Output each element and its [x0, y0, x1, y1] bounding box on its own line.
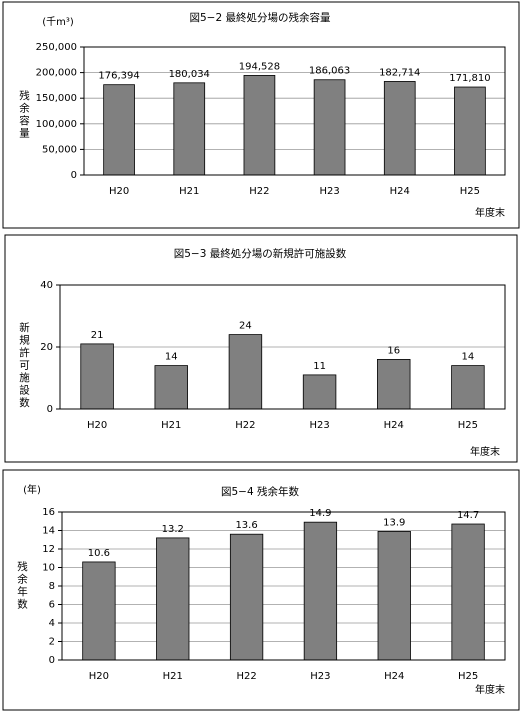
bar — [454, 86, 486, 176]
x-tick-label: H25 — [458, 671, 478, 682]
chart-title: 図5−2 最終処分場の残余容量 — [190, 11, 331, 24]
x-tick-label: H23 — [310, 671, 330, 682]
bar — [156, 537, 190, 661]
x-axis-label: 年度末 — [475, 683, 505, 696]
value-label: 180,034 — [169, 69, 210, 80]
plot-border — [61, 511, 506, 661]
unit-label: (千m³) — [42, 16, 74, 28]
x-tick-label: H25 — [460, 186, 480, 197]
bar — [243, 75, 276, 176]
bar — [154, 365, 188, 410]
chart-title: 図5−4 残余年数 — [221, 485, 299, 498]
bar — [302, 374, 337, 410]
plot-border — [59, 284, 506, 410]
y-tick-label: 150,000 — [36, 93, 77, 104]
value-label: 171,810 — [449, 73, 490, 84]
x-tick-label: H21 — [163, 671, 183, 682]
value-label: 21 — [91, 330, 104, 341]
value-label: 13.9 — [383, 517, 405, 528]
x-axis-label: 年度末 — [470, 445, 500, 458]
unit-label: (年) — [23, 483, 41, 496]
x-tick-label: H22 — [235, 420, 255, 431]
y-tick-label: 2 — [49, 637, 55, 648]
x-tick-label: H20 — [87, 420, 107, 431]
value-label: 194,528 — [239, 61, 280, 72]
y-axis-label: 残余容量 — [18, 89, 30, 140]
y-tick-label: 14 — [42, 526, 55, 537]
bar — [303, 521, 338, 661]
bar — [82, 561, 116, 661]
value-label: 14 — [165, 352, 178, 363]
bar — [383, 81, 416, 176]
bar — [173, 82, 206, 176]
y-tick-label: 4 — [49, 618, 55, 629]
x-tick-label: H21 — [161, 420, 181, 431]
x-tick-label: H20 — [109, 186, 129, 197]
y-tick-label: 50,000 — [42, 144, 77, 155]
x-axis-label: 年度末 — [475, 206, 505, 219]
value-label: 13.6 — [235, 520, 257, 531]
y-tick-label: 40 — [40, 280, 53, 291]
bar — [451, 523, 485, 661]
x-tick-label: H21 — [179, 186, 199, 197]
y-tick-label: 12 — [42, 544, 55, 555]
y-axis-label: 新規許可施設数 — [18, 321, 30, 409]
x-tick-label: H24 — [384, 671, 404, 682]
panel-border — [2, 1, 520, 229]
y-tick-label: 100,000 — [36, 119, 77, 130]
bar — [80, 343, 114, 410]
value-label: 14 — [462, 352, 475, 363]
bar — [228, 334, 263, 410]
bar — [377, 531, 411, 661]
panel-border — [4, 234, 518, 463]
y-tick-label: 6 — [49, 600, 55, 611]
x-tick-label: H20 — [89, 671, 109, 682]
value-label: 14.7 — [457, 510, 479, 521]
x-tick-label: H24 — [384, 420, 404, 431]
value-label: 10.6 — [88, 548, 110, 559]
x-tick-label: H23 — [319, 186, 339, 197]
chart-title: 図5−3 最終処分場の新規許可施設数 — [174, 247, 347, 260]
bar — [377, 358, 411, 410]
panel-border — [2, 469, 520, 711]
value-label: 176,394 — [98, 71, 139, 82]
x-tick-label: H24 — [390, 186, 410, 197]
y-tick-label: 20 — [40, 342, 53, 353]
value-label: 14.9 — [309, 508, 331, 519]
y-axis-label: 残余年数 — [16, 560, 28, 611]
x-tick-label: H22 — [249, 186, 269, 197]
bar — [313, 79, 346, 176]
bar — [229, 533, 264, 661]
bar — [451, 365, 485, 410]
bar — [103, 84, 135, 176]
value-label: 182,714 — [379, 67, 420, 78]
y-tick-label: 10 — [42, 563, 55, 574]
value-label: 16 — [387, 345, 400, 356]
x-tick-label: H22 — [236, 671, 256, 682]
value-label: 13.2 — [162, 524, 184, 535]
y-tick-label: 0 — [49, 655, 55, 666]
y-tick-label: 0 — [47, 404, 53, 415]
x-tick-label: H25 — [458, 420, 478, 431]
plot-border — [83, 46, 506, 176]
y-tick-label: 200,000 — [36, 68, 77, 79]
y-tick-label: 0 — [71, 170, 77, 181]
x-tick-label: H23 — [309, 420, 329, 431]
value-label: 186,063 — [309, 66, 350, 77]
value-label: 24 — [239, 321, 252, 332]
y-tick-label: 8 — [49, 581, 55, 592]
y-tick-label: 16 — [42, 507, 55, 518]
y-tick-label: 250,000 — [36, 42, 77, 53]
value-label: 11 — [313, 361, 326, 372]
